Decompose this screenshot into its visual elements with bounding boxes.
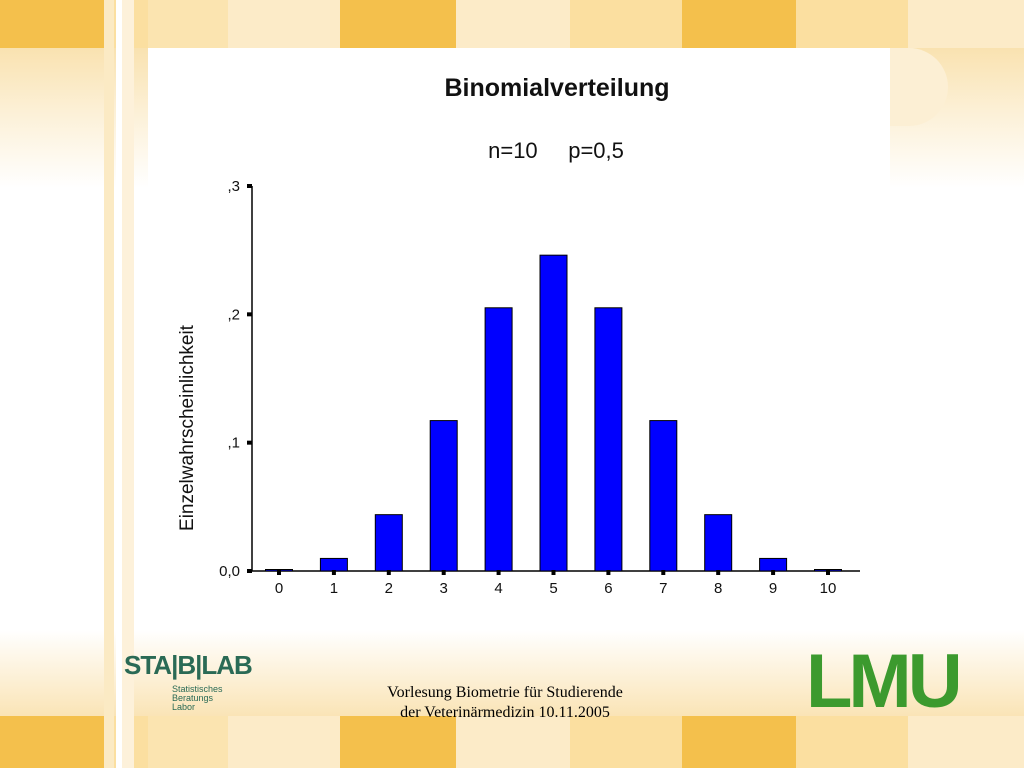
- y-tick-label-3: ,3: [227, 178, 240, 195]
- x-tick-label-8: 8: [714, 580, 722, 597]
- x-tick-label-1: 1: [330, 580, 338, 597]
- x-tick-label-2: 2: [385, 580, 393, 597]
- stablab-logo-main: STA|B|LAB: [124, 650, 253, 680]
- x-tick-1: [331, 570, 336, 575]
- x-tick-9: [771, 570, 776, 575]
- x-tick-label-3: 3: [440, 580, 448, 597]
- x-tick-label-10: 10: [820, 580, 837, 597]
- stablab-logo: STA|B|LAB Statistisches Beratungs Labor: [124, 650, 254, 720]
- y-tick-label-0: 0,0: [219, 563, 240, 580]
- y-tick-label-1: ,1: [227, 435, 240, 452]
- bar-1: [319, 557, 348, 572]
- x-tick-0: [277, 570, 281, 575]
- x-tick-2: [386, 570, 391, 575]
- x-tick-6: [606, 570, 611, 575]
- x-tick-label-9: 9: [769, 580, 777, 597]
- y-tick-0: [247, 569, 252, 573]
- x-tick-7: [661, 570, 666, 575]
- bar-2: [374, 514, 403, 572]
- x-tick-4: [496, 570, 501, 575]
- x-tick-label-5: 5: [549, 580, 557, 597]
- bottom-tile-band: [0, 716, 1024, 768]
- vertical-stripe-white: [116, 0, 122, 768]
- x-tick-label-7: 7: [659, 580, 667, 597]
- y-tick-3: [247, 184, 252, 188]
- x-tick-label-0: 0: [275, 580, 283, 597]
- y-tick-1: [247, 440, 252, 445]
- chart-panel: Binomialverteilung n=10 p=0,5 Einzelwahr…: [148, 48, 890, 630]
- chart-title: Binomialverteilung: [444, 74, 669, 102]
- vertical-stripe: [104, 0, 114, 768]
- stablab-sub-1: Statistisches: [172, 684, 223, 694]
- stablab-logo-subtitle: Statistisches Beratungs Labor: [172, 685, 223, 712]
- bar-3: [429, 420, 458, 572]
- y-axis-label: Einzelwahrscheinlichkeit: [177, 324, 198, 531]
- x-tick-label-6: 6: [604, 580, 612, 597]
- x-tick-5: [551, 570, 556, 575]
- x-tick-10: [826, 570, 830, 575]
- stablab-sub-2: Beratungs: [172, 693, 214, 703]
- vertical-stripe: [122, 0, 134, 768]
- binomial-bar-chart: Binomialverteilung n=10 p=0,5 Einzelwahr…: [177, 74, 860, 597]
- y-tick-2: [247, 312, 252, 317]
- footer-line-1: Vorlesung Biometrie für Studierende: [387, 684, 623, 701]
- lmu-logo: LMU: [806, 639, 963, 724]
- x-tick-8: [716, 570, 721, 575]
- top-tile-band: [0, 0, 1024, 48]
- bar-4: [484, 307, 513, 572]
- decorative-lobe: [880, 48, 948, 126]
- bar-7: [649, 420, 678, 572]
- bar-9: [759, 557, 788, 572]
- y-tick-label-2: ,2: [227, 306, 240, 323]
- bar-5: [539, 254, 568, 572]
- bar-8: [704, 514, 733, 572]
- footer-line-2: der Veterinärmedizin 10.11.2005: [400, 704, 610, 721]
- background-gradient-bottom: [0, 630, 1024, 716]
- x-tick-label-4: 4: [494, 580, 502, 597]
- stablab-sub-3: Labor: [172, 702, 196, 712]
- footer-text: Vorlesung Biometrie für Studierende der …: [330, 683, 680, 723]
- chart-subtitle: n=10 p=0,5: [488, 138, 624, 163]
- x-tick-3: [441, 570, 446, 575]
- bar-6: [594, 307, 623, 572]
